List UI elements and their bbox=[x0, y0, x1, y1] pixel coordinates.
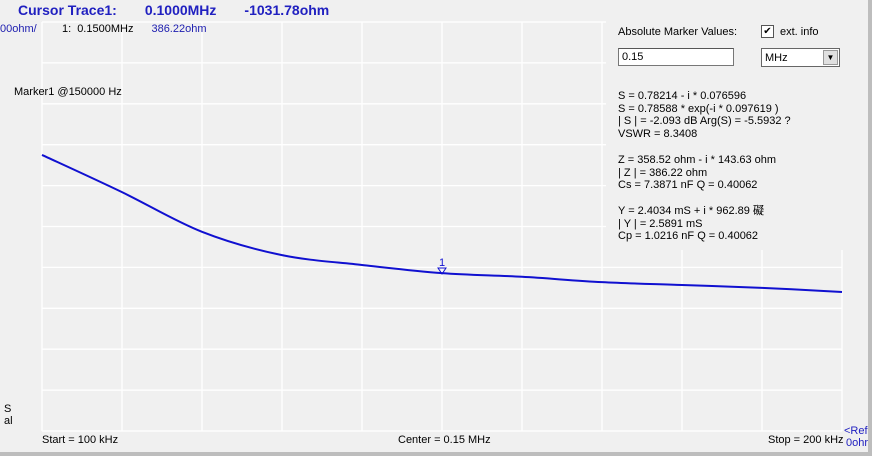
ref-value: 0ohr bbox=[846, 437, 869, 449]
ref-label: <Ref bbox=[844, 425, 868, 437]
info-line: Z = 358.52 ohm - i * 143.63 ohm bbox=[618, 154, 777, 166]
stop-label: Stop = 200 kHz bbox=[768, 434, 844, 446]
left-edge-line: S bbox=[4, 403, 12, 415]
ext-info-label: ext. info bbox=[780, 25, 819, 38]
cursor-value: -1031.78ohm bbox=[244, 2, 330, 18]
info-line: | S | = -2.093 dB Arg(S) = -5.5932 ? bbox=[618, 115, 791, 127]
info-line: | Y | = 2.5891 mS bbox=[618, 217, 703, 230]
marker-label: Marker1 @150000 Hz bbox=[14, 86, 122, 98]
chevron-down-icon[interactable]: ▼ bbox=[823, 50, 838, 65]
info-line: Cs = 7.3871 nF Q = 0.40062 bbox=[618, 179, 758, 191]
marker-values-panel: Absolute Marker Values: ✔ ext. info MHz … bbox=[606, 20, 868, 250]
left-edge-text: S al bbox=[4, 403, 13, 427]
impedance-info: Z = 358.52 ohm - i * 143.63 ohm | Z | = … bbox=[618, 154, 776, 192]
start-label: Start = 100 kHz bbox=[42, 434, 119, 446]
cursor-readout: Cursor Trace1: 0.1000MHz -1031.78ohm bbox=[18, 2, 357, 18]
info-line: Cp = 1.0216 nF Q = 0.40062 bbox=[618, 230, 759, 242]
trace-line bbox=[41, 154, 843, 293]
info-line: Y = 2.4034 mS + i * 962.89 礙 bbox=[618, 205, 764, 217]
scale-label: 00ohm/ bbox=[0, 23, 37, 35]
panel-title: Absolute Marker Values: bbox=[618, 26, 738, 38]
info-line: VSWR = 8.3408 bbox=[618, 127, 698, 140]
marker-index: 1: bbox=[62, 23, 72, 35]
marker-frequency-input[interactable] bbox=[618, 48, 734, 66]
marker-number: 1 bbox=[439, 257, 445, 269]
s-parameter-info: S = 0.78214 - i * 0.076596 S = 0.78588 *… bbox=[618, 90, 791, 140]
center-label: Center = 0.15 MHz bbox=[398, 434, 491, 446]
admittance-info: Y = 2.4034 mS + i * 962.89 礙 | Y | = 2.5… bbox=[618, 205, 764, 243]
left-edge-line: al bbox=[4, 415, 13, 427]
marker-value: 386.22ohm bbox=[151, 23, 207, 35]
ext-info-checkbox[interactable]: ✔ ext. info bbox=[761, 25, 819, 38]
info-line: S = 0.78214 - i * 0.076596 bbox=[618, 90, 747, 102]
marker-triangle-icon bbox=[437, 267, 447, 275]
unit-value: MHz bbox=[765, 52, 788, 64]
checkmark-icon[interactable]: ✔ bbox=[761, 25, 774, 38]
info-line: | Z | = 386.22 ohm bbox=[618, 166, 708, 179]
marker-row: 1: 0.1500MHz 386.22ohm bbox=[62, 23, 207, 35]
cursor-label: Cursor Trace1: bbox=[18, 2, 117, 18]
cursor-freq: 0.1000MHz bbox=[144, 2, 217, 18]
info-line: S = 0.78588 * exp(-i * 0.097619 ) bbox=[618, 102, 779, 115]
unit-select[interactable]: MHz ▼ bbox=[761, 48, 840, 67]
marker-freq: 0.1500MHz bbox=[77, 23, 134, 35]
